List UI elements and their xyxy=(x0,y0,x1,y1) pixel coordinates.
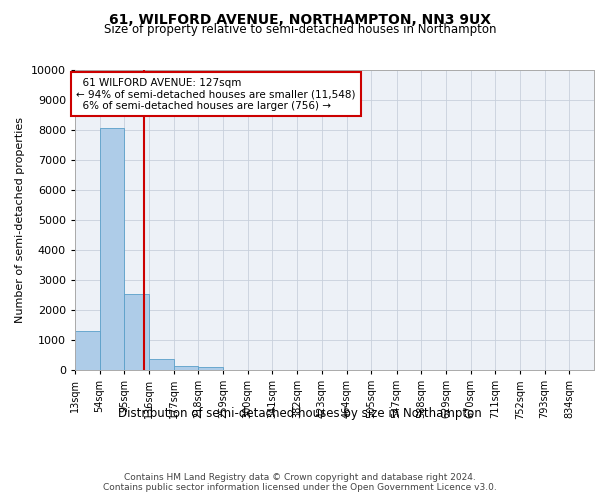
Text: Contains public sector information licensed under the Open Government Licence v3: Contains public sector information licen… xyxy=(103,482,497,492)
Text: Distribution of semi-detached houses by size in Northampton: Distribution of semi-detached houses by … xyxy=(118,408,482,420)
Bar xyxy=(100,128,124,370)
Bar xyxy=(199,368,223,370)
Bar xyxy=(149,358,174,370)
Bar xyxy=(174,366,199,370)
Bar xyxy=(75,331,100,370)
Text: 61 WILFORD AVENUE: 127sqm
← 94% of semi-detached houses are smaller (11,548)
  6: 61 WILFORD AVENUE: 127sqm ← 94% of semi-… xyxy=(76,78,356,110)
Y-axis label: Number of semi-detached properties: Number of semi-detached properties xyxy=(16,117,25,323)
Bar xyxy=(124,294,149,370)
Text: Contains HM Land Registry data © Crown copyright and database right 2024.: Contains HM Land Registry data © Crown c… xyxy=(124,472,476,482)
Text: Size of property relative to semi-detached houses in Northampton: Size of property relative to semi-detach… xyxy=(104,22,496,36)
Text: 61, WILFORD AVENUE, NORTHAMPTON, NN3 9UX: 61, WILFORD AVENUE, NORTHAMPTON, NN3 9UX xyxy=(109,12,491,26)
